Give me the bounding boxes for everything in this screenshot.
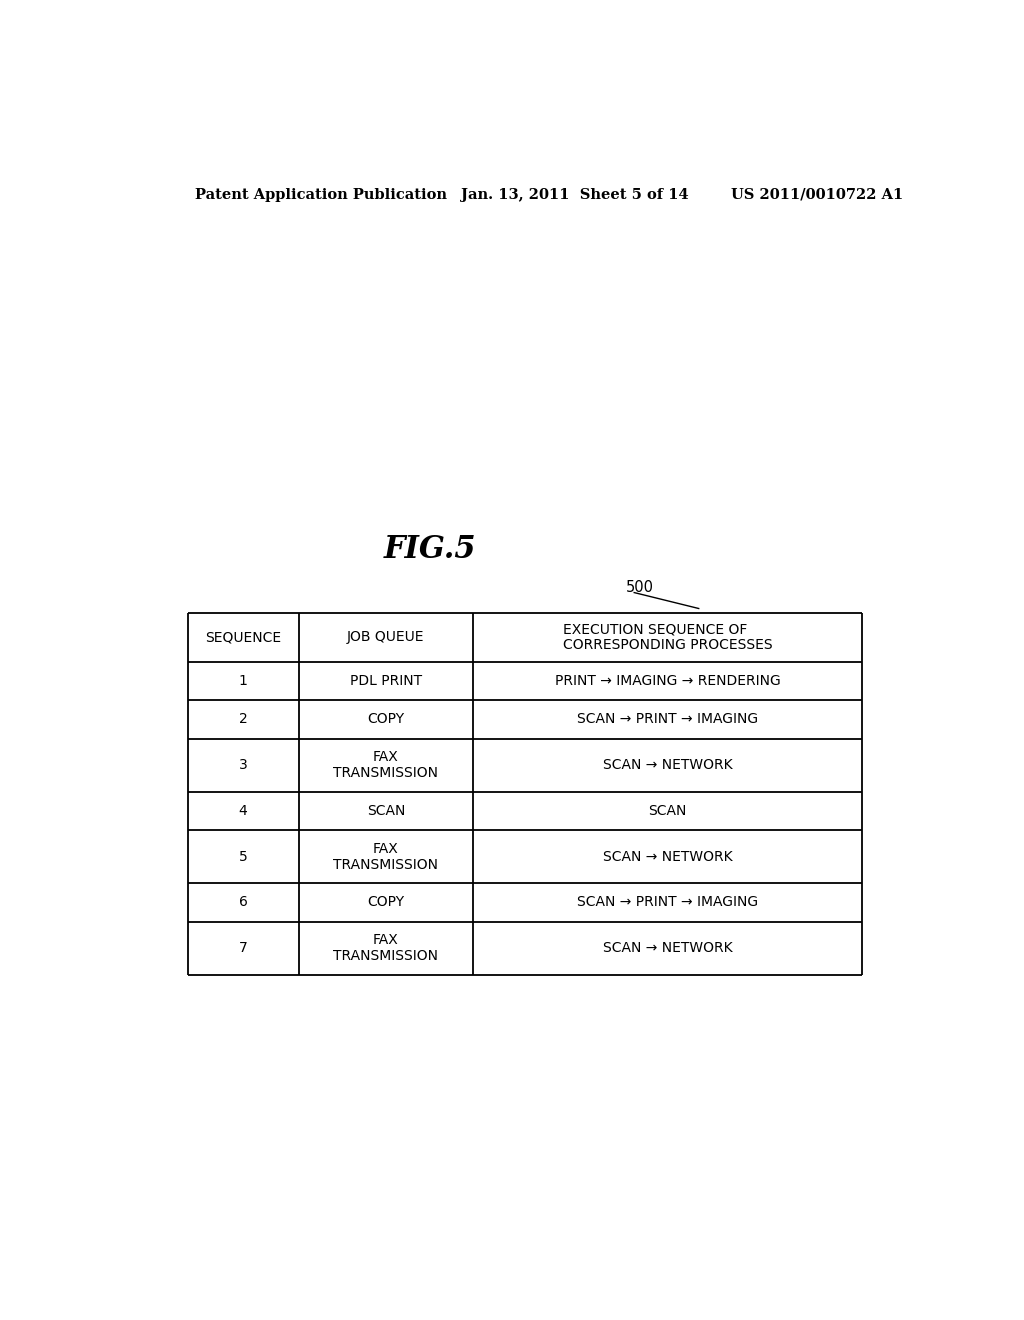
Text: 2: 2 [239,713,248,726]
Text: Jan. 13, 2011  Sheet 5 of 14: Jan. 13, 2011 Sheet 5 of 14 [461,187,689,202]
Text: SCAN → PRINT → IMAGING: SCAN → PRINT → IMAGING [578,713,758,726]
Text: Patent Application Publication: Patent Application Publication [196,187,447,202]
Text: COPY: COPY [368,895,404,909]
Text: 500: 500 [626,579,654,595]
Text: 3: 3 [239,758,248,772]
Text: 5: 5 [239,850,248,863]
Text: EXECUTION SEQUENCE OF
CORRESPONDING PROCESSES: EXECUTION SEQUENCE OF CORRESPONDING PROC… [563,622,772,652]
Text: SCAN → PRINT → IMAGING: SCAN → PRINT → IMAGING [578,895,758,909]
Text: FAX
TRANSMISSION: FAX TRANSMISSION [334,933,438,964]
Text: 1: 1 [239,673,248,688]
Text: FAX
TRANSMISSION: FAX TRANSMISSION [334,750,438,780]
Text: SCAN → NETWORK: SCAN → NETWORK [603,941,732,956]
Text: US 2011/0010722 A1: US 2011/0010722 A1 [731,187,903,202]
Text: FAX
TRANSMISSION: FAX TRANSMISSION [334,842,438,871]
Text: 4: 4 [239,804,248,818]
Text: SCAN: SCAN [648,804,687,818]
Text: 7: 7 [239,941,248,956]
Text: FIG.5: FIG.5 [383,535,476,565]
Text: SCAN: SCAN [367,804,406,818]
Text: SEQUENCE: SEQUENCE [205,630,282,644]
Text: SCAN → NETWORK: SCAN → NETWORK [603,758,732,772]
Text: SCAN → NETWORK: SCAN → NETWORK [603,850,732,863]
Text: PDL PRINT: PDL PRINT [350,673,422,688]
Text: 6: 6 [239,895,248,909]
Text: JOB QUEUE: JOB QUEUE [347,630,425,644]
Text: PRINT → IMAGING → RENDERING: PRINT → IMAGING → RENDERING [555,673,780,688]
Text: COPY: COPY [368,713,404,726]
